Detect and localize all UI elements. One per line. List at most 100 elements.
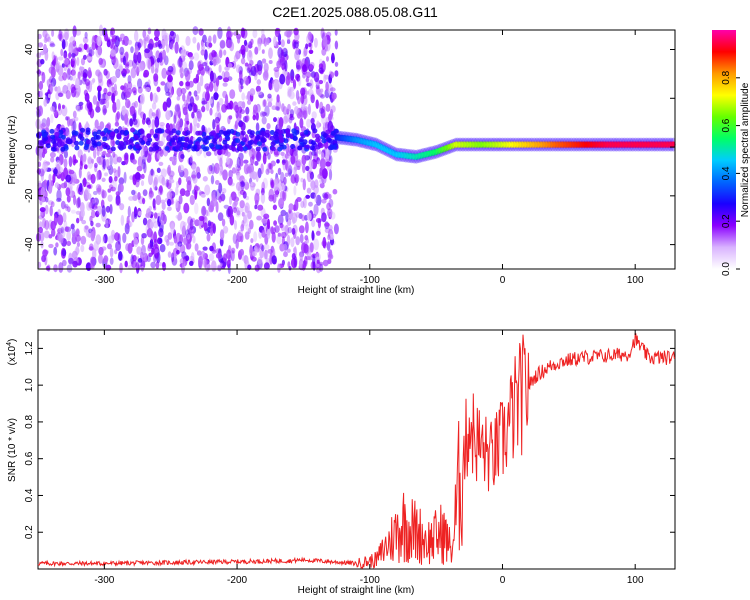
- spectrogram-cell: [271, 231, 276, 243]
- spectrogram-cell: [103, 255, 109, 264]
- spectrogram-cell: [85, 139, 91, 145]
- spectrogram-cell: [191, 111, 195, 119]
- spectrogram-cell: [153, 174, 160, 185]
- spectrogram-cell: [286, 248, 291, 253]
- spectrogram-cell: [87, 156, 93, 165]
- spectrogram-cell: [179, 244, 186, 254]
- spectrogram-cell: [188, 103, 193, 112]
- spectrogram-cell: [50, 77, 57, 87]
- spectrogram-cell: [226, 39, 233, 49]
- spectrogram-cell: [331, 56, 335, 62]
- spectrogram-cell: [319, 182, 325, 189]
- spectrogram-cell: [243, 39, 248, 47]
- spectrogram-cell: [178, 165, 182, 174]
- spectrogram-cell: [60, 200, 66, 210]
- spectrogram-cell: [49, 82, 54, 93]
- spectrogram-cell: [248, 50, 252, 58]
- spectrogram-cell: [255, 122, 260, 132]
- spectrogram-cell: [123, 82, 128, 93]
- spectrogram-cell: [231, 141, 237, 147]
- spectrogram-cell: [293, 247, 297, 254]
- spectrogram-cell: [115, 191, 120, 196]
- spectrogram-cell: [213, 162, 220, 175]
- spectrogram-cell: [138, 138, 144, 143]
- spectrogram-cell: [321, 198, 327, 204]
- spectrogram-cell: [261, 244, 265, 252]
- spectrogram-cell: [295, 160, 301, 168]
- spectrogram-cell: [282, 115, 288, 125]
- spectrogram-cell: [49, 151, 56, 158]
- spectrogram-cell: [159, 244, 166, 253]
- spectrogram-cell: [328, 249, 333, 259]
- spectrogram-cell: [98, 78, 104, 87]
- spectrogram-cell: [247, 63, 253, 73]
- spectrogram-cell: [273, 220, 277, 226]
- spectrogram-cell: [315, 204, 319, 215]
- spectrogram-cell: [300, 177, 304, 183]
- spectrogram-cell: [44, 196, 49, 203]
- spectrogram-cell: [127, 144, 133, 150]
- spectrogram-cell: [330, 105, 336, 113]
- spectrogram-cell: [44, 204, 49, 215]
- spectrogram-cell: [51, 51, 55, 60]
- spectrogram-cell: [117, 144, 123, 150]
- spectrogram-cell: [295, 211, 301, 218]
- spectrogram-cell: [42, 148, 48, 155]
- spectrogram-cell: [223, 253, 228, 262]
- spectrogram-cell: [45, 265, 51, 271]
- spectrogram-cell: [284, 158, 288, 171]
- spectrogram-cell: [260, 138, 266, 144]
- spectrogram-cell: [234, 200, 239, 206]
- spectrogram-cell: [260, 192, 266, 204]
- spectrogram-cell: [124, 260, 128, 268]
- spectrogram-cell: [65, 116, 69, 121]
- spectrogram-cell: [206, 210, 210, 217]
- spectrogram-cell: [103, 127, 109, 133]
- spectrogram-cell: [111, 92, 116, 104]
- spectrogram-cell: [233, 31, 239, 36]
- spectrogram-cell: [47, 200, 54, 206]
- spectrogram-cell: [102, 150, 107, 156]
- spectrogram-cell: [66, 240, 72, 247]
- spectrogram-cell: [305, 43, 309, 50]
- spectrogram-cell: [146, 119, 151, 126]
- spectrogram-cell: [289, 86, 295, 92]
- spectrogram-cell: [303, 129, 309, 135]
- spectrogram-cell: [295, 47, 300, 56]
- spectrogram-cell: [108, 84, 113, 94]
- spectrogram-cell: [223, 49, 227, 56]
- spectrogram-cell: [321, 48, 327, 56]
- spectrogram-cell: [326, 241, 331, 252]
- spectrogram-cell: [80, 127, 85, 133]
- spectrogram-cell: [288, 30, 293, 36]
- spectrogram-cell: [323, 74, 327, 83]
- spectrogram-cell: [327, 208, 333, 218]
- spectrogram-cell: [150, 243, 154, 250]
- spectrogram-cell: [113, 128, 119, 134]
- spectrogram-cell: [202, 246, 208, 251]
- spectrogram-cell: [38, 149, 43, 162]
- spectrogram-cell: [176, 95, 181, 101]
- spectrogram-cell: [293, 27, 299, 36]
- spectrogram-cell: [267, 228, 271, 240]
- spectrogram-cell: [174, 104, 180, 112]
- spectrogram-cell: [154, 186, 158, 191]
- spectrogram-cell: [204, 146, 210, 152]
- spectrogram-cell: [188, 60, 194, 71]
- spectrogram-cell: [197, 130, 203, 136]
- spectrogram-cell: [83, 43, 88, 50]
- spectrogram-cell: [318, 67, 324, 74]
- spectrogram-cell: [50, 106, 55, 112]
- spectrogram-cell: [240, 44, 246, 56]
- spectrogram-cell: [50, 146, 56, 152]
- spectrogram-cell: [193, 116, 198, 127]
- spectrogram-cell: [308, 49, 314, 54]
- spectrogram-cell: [90, 231, 95, 242]
- spectrogram-cell: [64, 204, 69, 209]
- spectrogram-cell: [77, 196, 81, 208]
- spectrogram-cell: [133, 213, 138, 220]
- spectrogram-cell: [197, 69, 201, 75]
- spectrogram-cell: [86, 193, 92, 200]
- spectrogram-cell: [292, 135, 298, 141]
- spectrogram-cell: [108, 176, 113, 183]
